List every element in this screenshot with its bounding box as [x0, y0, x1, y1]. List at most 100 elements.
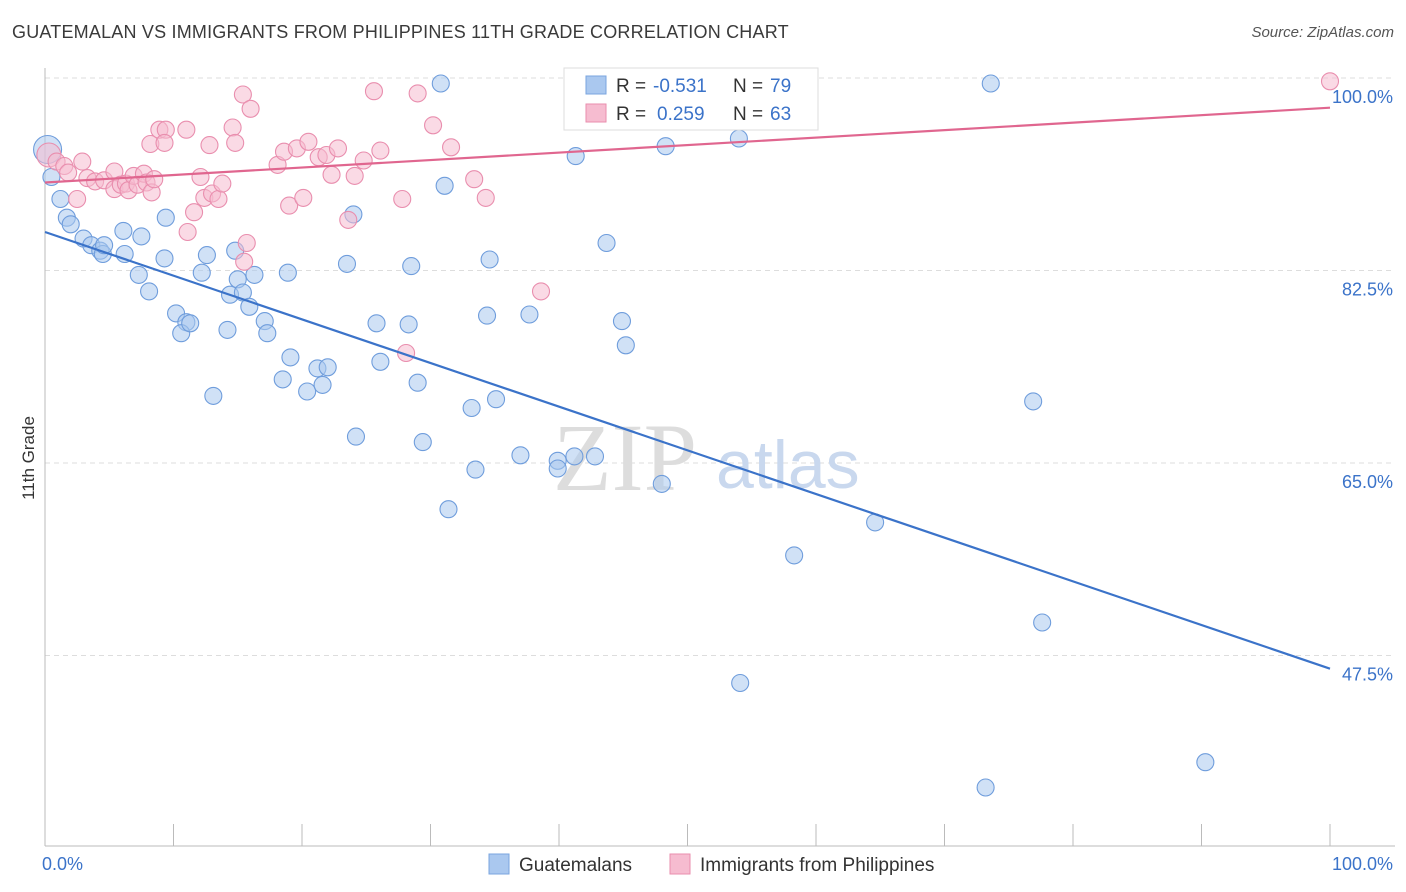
philippines-point	[299, 132, 318, 151]
philippines-point	[200, 136, 219, 155]
y-tick-label-3: 100.0%	[1332, 87, 1393, 107]
legend-n-label-1: N =	[733, 76, 763, 97]
bottom-legend-label-philippines: Immigrants from Philippines	[700, 855, 934, 876]
philippines-point	[73, 152, 92, 171]
guatemalans-point	[462, 398, 481, 418]
philippines-point	[233, 85, 252, 104]
guatemalans-point	[95, 236, 114, 255]
axes	[44, 68, 1395, 847]
guatemalans-point	[281, 348, 300, 367]
guatemalans-point	[204, 386, 223, 405]
y-tick-label-1: 65.0%	[1342, 472, 1393, 492]
philippines-point	[59, 163, 78, 182]
philippines-point	[465, 170, 484, 189]
legend-r-label-2: R =	[616, 104, 646, 125]
philippines-point	[235, 252, 254, 271]
guatemalans-point	[197, 246, 216, 265]
guatemalans-point	[51, 189, 70, 209]
guatemalans-point	[466, 460, 485, 479]
guatemalans-point	[156, 208, 175, 227]
guatemalans-point	[278, 263, 297, 282]
guatemalans-point	[511, 446, 530, 465]
guatemalans-point	[298, 382, 317, 401]
legend-swatch-pink	[585, 103, 607, 123]
guatemalans-point	[548, 459, 567, 478]
philippines-point	[209, 189, 228, 209]
guatemalans-point	[1024, 392, 1043, 411]
guatemalans-point	[731, 673, 750, 693]
philippines-point	[223, 118, 242, 137]
guatemalans-point	[114, 221, 133, 240]
philippines-point	[393, 189, 412, 209]
philippines-point	[354, 151, 373, 170]
guatemalans-point	[129, 265, 148, 284]
philippines-point	[177, 120, 196, 139]
stats-legend: R = -0.531 N = 79 R = 0.259 N = 63	[563, 67, 819, 131]
guatemalans-point	[371, 352, 390, 371]
guatemalans-point	[181, 314, 200, 333]
philippines-point	[345, 166, 364, 185]
philippines-point	[280, 196, 299, 215]
legend-r-value-2: 0.259	[657, 104, 705, 125]
guatemalans-point	[155, 249, 174, 268]
philippines-point	[476, 188, 495, 207]
philippines-point	[68, 189, 87, 209]
guatemalans-points	[33, 74, 1215, 797]
guatemalans-point	[652, 474, 671, 493]
guatemalans-point	[132, 227, 151, 246]
philippines-trend-line	[44, 106, 1331, 184]
guatemalans-point	[729, 129, 748, 148]
philippines-point	[442, 138, 461, 157]
philippines-point	[408, 84, 427, 103]
bottom-legend-label-guatemalans: Guatemalans	[519, 855, 632, 876]
guatemalans-point	[612, 312, 632, 331]
legend-n-value-1: 79	[770, 76, 791, 97]
philippines-point	[145, 170, 164, 189]
guatemalans-point	[367, 314, 386, 333]
guatemalans-point	[439, 500, 458, 519]
chart-title: GUATEMALAN VS IMMIGRANTS FROM PHILIPPINE…	[12, 22, 789, 42]
philippines-point	[531, 282, 551, 301]
guatemalans-point	[413, 433, 432, 452]
guatemalans-point	[480, 250, 499, 269]
guatemalans-point	[218, 320, 237, 339]
x-tick-label-1: 100.0%	[1332, 854, 1393, 874]
philippines-point	[328, 139, 348, 158]
philippines-point	[213, 174, 232, 193]
philippines-point	[191, 167, 210, 187]
guatemalans-point	[597, 233, 616, 253]
guatemalans-point	[346, 427, 366, 446]
guatemalans-point	[565, 447, 584, 466]
guatemalans-point	[981, 74, 1000, 93]
x-tick-label-0: 0.0%	[42, 854, 83, 874]
watermark: ZIP atlas	[553, 404, 860, 511]
guatemalans-point	[435, 176, 454, 195]
legend-swatch-blue	[585, 75, 607, 95]
guatemalans-point	[486, 390, 506, 409]
watermark-atlas: atlas	[716, 427, 860, 503]
guatemalans-point	[318, 358, 337, 377]
philippines-point	[185, 203, 204, 222]
guatemalans-point	[408, 373, 427, 392]
guatemalans-point	[1196, 753, 1215, 772]
guatemalans-point	[402, 257, 421, 276]
y-axis-title: 11th Grade	[19, 416, 38, 500]
guatemalans-point	[477, 306, 497, 325]
philippines-point	[178, 222, 197, 242]
trend-lines	[44, 106, 1331, 670]
philippines-point	[226, 133, 245, 152]
gridlines	[45, 77, 1395, 656]
philippines-point	[364, 82, 384, 101]
guatemalans-point	[431, 74, 450, 93]
philippines-point	[339, 210, 358, 229]
guatemalans-point	[273, 370, 292, 389]
y-tick-label-2: 82.5%	[1342, 280, 1393, 300]
philippines-point	[424, 116, 443, 135]
guatemalans-point	[785, 546, 804, 565]
guatemalans-point	[192, 263, 211, 282]
guatemalans-point	[140, 282, 159, 301]
guatemalans-point	[313, 375, 332, 394]
bottom-legend-swatch-pink	[669, 853, 691, 875]
y-tick-label-0: 47.5%	[1342, 665, 1393, 685]
